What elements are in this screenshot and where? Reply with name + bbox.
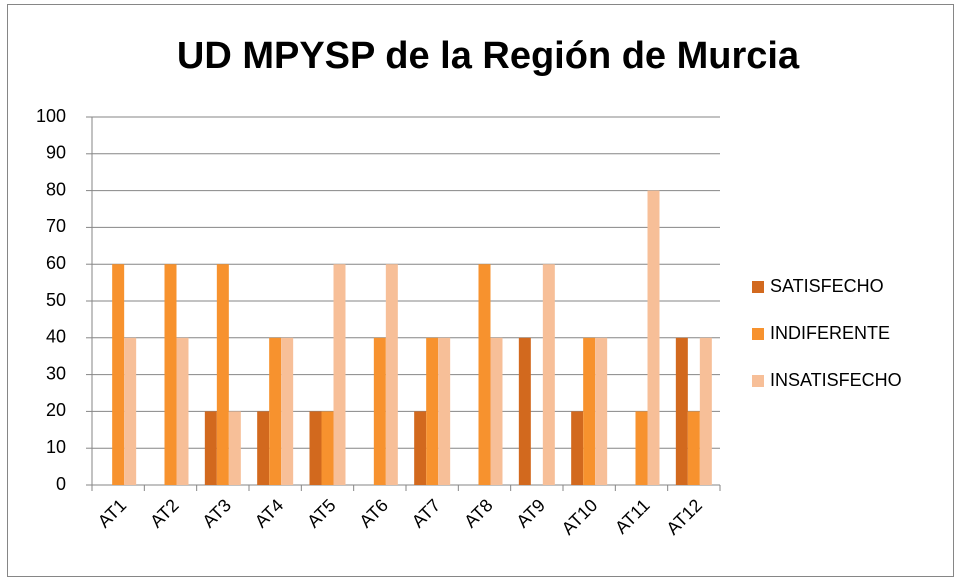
chart-title: UD MPYSP de la Región de Murcia (177, 35, 800, 77)
bar (321, 411, 334, 485)
y-tick-label: 100 (36, 106, 66, 126)
bar (518, 337, 531, 485)
bar (204, 411, 217, 485)
bar (490, 337, 503, 485)
bar (269, 337, 282, 485)
legend-label: INSATISFECHO (770, 370, 902, 390)
bar (542, 264, 555, 485)
y-tick-label: 10 (46, 437, 66, 457)
bar (426, 337, 439, 485)
bar (164, 264, 177, 485)
legend-label: INDIFERENTE (770, 323, 890, 343)
bar (228, 411, 241, 485)
legend-swatch (752, 281, 764, 293)
bar (478, 264, 491, 485)
y-tick-label: 30 (46, 363, 66, 383)
bar (176, 337, 189, 485)
y-tick-label: 40 (46, 327, 66, 347)
bar (257, 411, 270, 485)
bar (414, 411, 427, 485)
bar (699, 337, 712, 485)
y-tick-label: 20 (46, 400, 66, 420)
y-tick-label: 50 (46, 290, 66, 310)
bar (216, 264, 229, 485)
y-tick-label: 90 (46, 143, 66, 163)
y-tick-label: 80 (46, 179, 66, 199)
bar (373, 337, 386, 485)
bar (112, 264, 125, 485)
bar (385, 264, 398, 485)
bar (571, 411, 584, 485)
bar (333, 264, 346, 485)
bar (124, 337, 137, 485)
bar (687, 411, 700, 485)
bar (595, 337, 608, 485)
bar (281, 337, 294, 485)
bar (309, 411, 322, 485)
y-tick-label: 60 (46, 253, 66, 273)
bar (583, 337, 596, 485)
y-tick-label: 70 (46, 216, 66, 236)
legend-swatch (752, 375, 764, 387)
bar (635, 411, 648, 485)
bar (647, 190, 660, 485)
y-tick-label: 0 (56, 474, 66, 494)
legend-label: SATISFECHO (770, 276, 884, 296)
bar (438, 337, 451, 485)
legend-swatch (752, 328, 764, 340)
bar (675, 337, 688, 485)
